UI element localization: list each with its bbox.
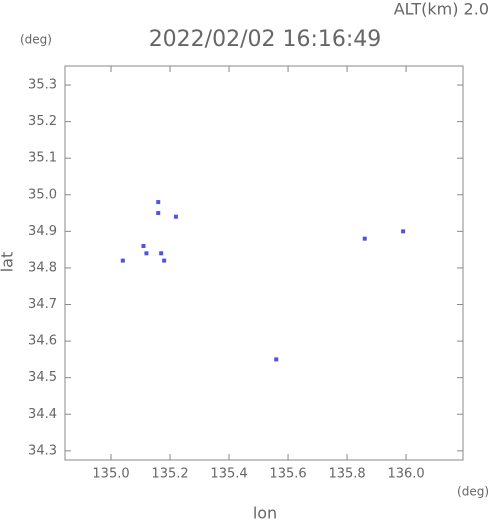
point: [173, 214, 178, 219]
point: [144, 251, 149, 256]
y-tick-label: 34.5: [28, 370, 57, 385]
y-unit: (deg): [20, 33, 52, 47]
point: [274, 357, 279, 362]
chart-title: 2022/02/02 16:16:49: [149, 27, 382, 52]
y-tick-label: 35.3: [28, 78, 57, 93]
point: [156, 200, 161, 205]
x-tick-label: 136.0: [387, 467, 424, 482]
y-tick-label: 34.3: [28, 443, 57, 458]
x-tick-label: 135.8: [328, 467, 365, 482]
chart-subtitle: ALT(km) 2.0: [394, 0, 489, 19]
point: [162, 258, 167, 263]
y-tick-label: 34.4: [28, 407, 57, 422]
y-tick-label: 34.9: [28, 224, 57, 239]
plot-frame: [64, 65, 464, 461]
x-axis-label: lon: [253, 504, 277, 521]
point: [120, 258, 125, 263]
y-tick-label: 34.7: [28, 297, 57, 312]
x-tick-label: 135.2: [151, 467, 188, 482]
x-tick-label: 135.6: [269, 467, 306, 482]
point: [141, 243, 146, 248]
point: [159, 251, 164, 256]
point: [156, 211, 161, 216]
y-tick-label: 35.1: [28, 151, 57, 166]
y-axis-label: lat: [0, 252, 17, 273]
y-tick-label: 34.8: [28, 260, 57, 275]
point: [401, 229, 406, 234]
point: [362, 236, 367, 241]
y-tick-label: 34.6: [28, 334, 57, 349]
x-tick-label: 135.4: [210, 467, 247, 482]
x-tick-label: 135.0: [92, 467, 129, 482]
y-tick-label: 35.0: [28, 187, 57, 202]
x-unit: (deg): [457, 485, 489, 499]
y-tick-label: 35.2: [28, 114, 57, 129]
